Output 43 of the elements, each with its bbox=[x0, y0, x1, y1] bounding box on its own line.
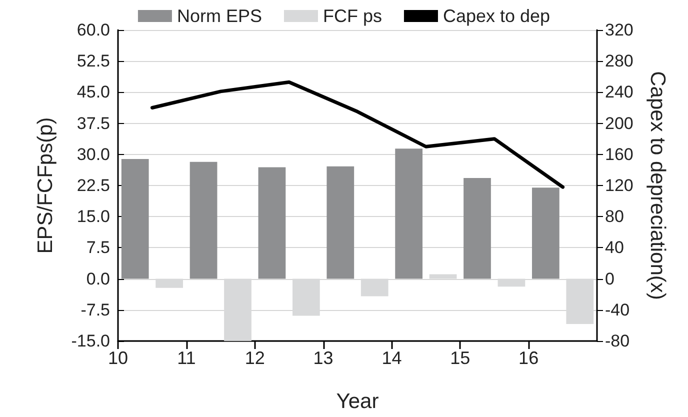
legend-label: Capex to dep bbox=[442, 6, 550, 26]
y2-tick-label: 40 bbox=[605, 238, 624, 258]
x-tick-label: 14 bbox=[382, 348, 402, 368]
y-tick-label: 45.0 bbox=[76, 82, 110, 102]
y2-tick-label: -40 bbox=[605, 300, 630, 320]
x-tick-label: 15 bbox=[450, 348, 470, 368]
y-tick-label: 37.5 bbox=[76, 114, 110, 133]
y2-tick-label: -80 bbox=[605, 332, 630, 350]
bar bbox=[464, 178, 491, 279]
x-tick-label: 16 bbox=[518, 348, 539, 368]
y-tick-label: 30.0 bbox=[76, 144, 110, 164]
y2-tick-label: 320 bbox=[605, 20, 634, 40]
x-tick-label: 11 bbox=[177, 348, 196, 368]
y2-tick-label: 240 bbox=[605, 82, 634, 102]
x-tick-label: 13 bbox=[313, 348, 334, 368]
y-tick-label: 7.5 bbox=[86, 238, 110, 258]
bar bbox=[121, 158, 149, 279]
y2-tick-label: 280 bbox=[605, 52, 634, 71]
bar bbox=[395, 148, 423, 279]
y2-tick-label: 120 bbox=[605, 176, 634, 195]
y-axis-title: EPS/FCFps(p) bbox=[34, 117, 57, 254]
y2-axis-title: Capex to depreciation(x) bbox=[646, 71, 669, 300]
line-series bbox=[150, 80, 565, 189]
y-tick-label: 60.0 bbox=[76, 20, 110, 40]
y-tick-label: 52.5 bbox=[76, 52, 110, 71]
bar bbox=[258, 167, 286, 279]
x-tick-label: 10 bbox=[108, 348, 128, 368]
legend-label: FCF ps bbox=[322, 6, 382, 26]
y-tick-label: 22.5 bbox=[76, 176, 110, 195]
y-tick-label: -7.5 bbox=[80, 300, 110, 320]
y-tick-label: -15.0 bbox=[71, 332, 110, 350]
y2-tick-label: 80 bbox=[605, 207, 624, 226]
bar bbox=[190, 162, 218, 279]
y2-tick-label: 200 bbox=[605, 114, 634, 133]
y2-tick-label: 160 bbox=[605, 144, 634, 164]
y-tick-label: 15.0 bbox=[76, 207, 110, 226]
x-tick-label: 12 bbox=[244, 348, 265, 368]
bar bbox=[326, 166, 354, 279]
y-tick-label: 0.0 bbox=[86, 269, 110, 288]
legend-label: Norm EPS bbox=[176, 6, 262, 26]
y2-tick-label: 0 bbox=[605, 269, 614, 288]
x-axis-title: Year bbox=[336, 390, 379, 413]
bar bbox=[532, 188, 560, 279]
